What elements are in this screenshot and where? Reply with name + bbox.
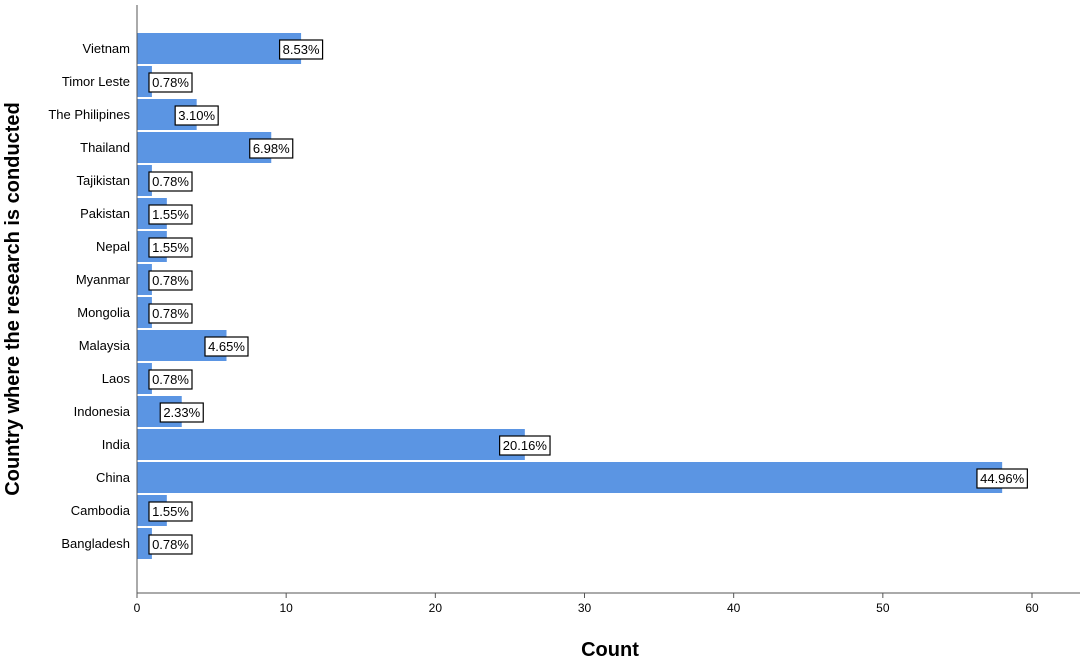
- category-label: The Philipines: [48, 107, 130, 122]
- category-label: Laos: [102, 371, 131, 386]
- data-label-box: [204, 336, 249, 357]
- data-label-box: [148, 369, 193, 390]
- x-axis-ticks: 0 10 20 30 40 50 60: [134, 593, 1039, 615]
- data-label-box: [148, 501, 193, 522]
- data-label: 1.55%: [148, 501, 193, 522]
- data-label-box: [148, 534, 193, 555]
- bars-layer: 8.53% 0.78% 3.10% 6.98% 0.78% 1.55% 1.55% 0.78%…: [137, 33, 1028, 559]
- bar: [137, 363, 152, 394]
- bar: [137, 429, 525, 460]
- data-label-box: [148, 72, 193, 93]
- data-label: 2.33%: [159, 402, 204, 423]
- data-label: 8.53%: [278, 39, 324, 60]
- data-label-box: [174, 105, 219, 126]
- bar: [137, 33, 302, 64]
- data-label-box: [148, 204, 193, 225]
- data-label-text: 2.33%: [163, 405, 200, 420]
- data-label: 6.98%: [249, 138, 294, 159]
- data-label-text: 3.10%: [178, 108, 215, 123]
- category-label: India: [102, 437, 131, 452]
- data-label-box: [148, 270, 193, 291]
- data-label-text: 0.78%: [152, 537, 189, 552]
- data-label-text: 1.55%: [152, 240, 189, 255]
- data-label-text: 20.16%: [503, 438, 548, 453]
- category-label: Timor Leste: [62, 74, 130, 89]
- data-label: 4.65%: [204, 336, 249, 357]
- data-label-text: 44.96%: [980, 471, 1025, 486]
- data-label-text: 0.78%: [152, 273, 189, 288]
- data-label-text: 0.78%: [152, 306, 189, 321]
- category-label: Indonesia: [74, 404, 131, 419]
- bar: [137, 132, 272, 163]
- data-label: 1.55%: [148, 237, 193, 258]
- category-label: Vietnam: [83, 41, 130, 56]
- category-labels: Vietnam Timor Leste The Philipines Thailand…: [48, 41, 130, 551]
- x-tick-label: 40: [727, 601, 741, 615]
- data-label-text: 4.65%: [208, 339, 245, 354]
- data-label-text: 0.78%: [152, 174, 189, 189]
- bar: [137, 297, 152, 328]
- category-label: Thailand: [80, 140, 130, 155]
- category-label: Mongolia: [77, 305, 131, 320]
- y-axis-title: Country where the research is conducted: [2, 102, 24, 495]
- data-label-text: 1.55%: [152, 207, 189, 222]
- category-label: Nepal: [96, 239, 130, 254]
- category-label: Cambodia: [71, 503, 131, 518]
- data-label-text: 6.98%: [253, 141, 290, 156]
- data-label-text: 0.78%: [152, 75, 189, 90]
- data-label-text: 0.78%: [152, 372, 189, 387]
- x-tick-label: 50: [876, 601, 890, 615]
- data-label-box: [159, 402, 204, 423]
- bar: [137, 528, 152, 559]
- x-tick-label: 0: [134, 601, 141, 615]
- data-label: 0.78%: [148, 270, 193, 291]
- data-label-text: 1.55%: [152, 504, 189, 519]
- category-label: China: [96, 470, 131, 485]
- bar: [137, 66, 152, 97]
- category-label: Bangladesh: [61, 536, 130, 551]
- data-label: 0.78%: [148, 303, 193, 324]
- bar: [137, 462, 1003, 493]
- x-tick-label: 10: [279, 601, 293, 615]
- x-axis-title: Count: [581, 639, 639, 659]
- category-label: Malaysia: [79, 338, 131, 353]
- category-label: Pakistan: [80, 206, 130, 221]
- category-label: Myanmar: [76, 272, 131, 287]
- data-label-text: 8.53%: [283, 42, 320, 57]
- data-label-box: [976, 468, 1028, 489]
- data-label-box: [278, 39, 324, 60]
- data-label: 0.78%: [148, 171, 193, 192]
- data-label: 44.96%: [976, 468, 1028, 489]
- data-label: 3.10%: [174, 105, 219, 126]
- data-label-box: [148, 303, 193, 324]
- bar: [137, 165, 152, 196]
- data-label-box: [499, 435, 551, 456]
- data-label: 0.78%: [148, 369, 193, 390]
- x-tick-label: 30: [578, 601, 592, 615]
- x-tick-label: 20: [429, 601, 443, 615]
- data-label-box: [249, 138, 294, 159]
- category-label: Tajikistan: [77, 173, 130, 188]
- data-label: 0.78%: [148, 72, 193, 93]
- data-label: 0.78%: [148, 534, 193, 555]
- data-label-box: [148, 171, 193, 192]
- data-label: 20.16%: [499, 435, 551, 456]
- bar: [137, 264, 152, 295]
- data-label-box: [148, 237, 193, 258]
- data-label: 1.55%: [148, 204, 193, 225]
- x-tick-label: 60: [1025, 601, 1039, 615]
